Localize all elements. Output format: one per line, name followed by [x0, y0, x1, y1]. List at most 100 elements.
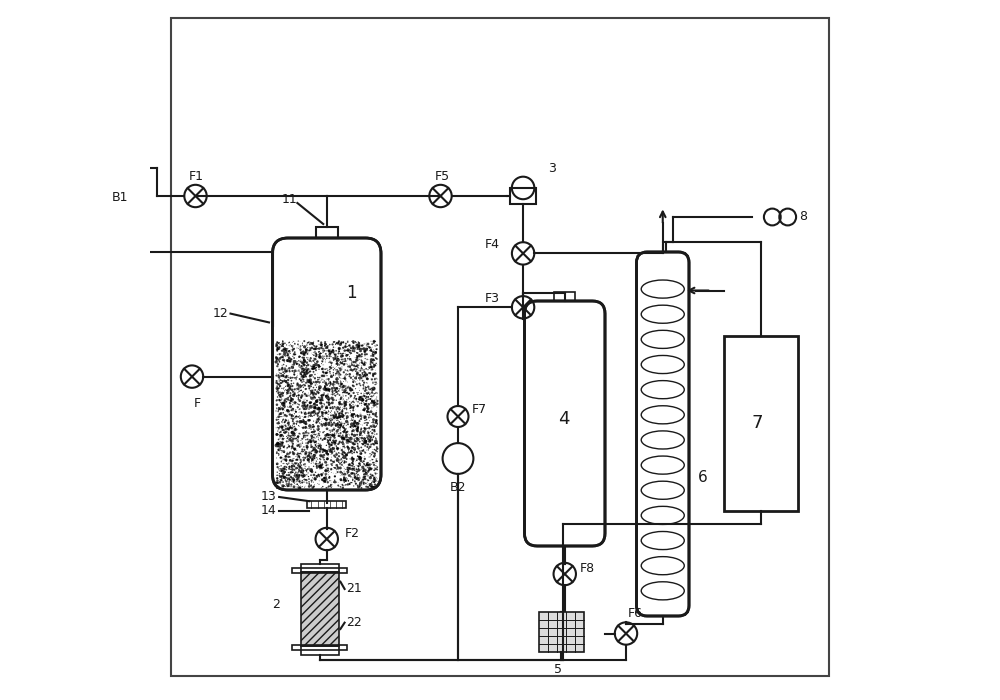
- Bar: [300, 564, 339, 572]
- Point: [311, 433, 327, 444]
- Point: [349, 425, 365, 436]
- Point: [277, 416, 293, 428]
- Point: [347, 381, 363, 392]
- Point: [269, 473, 285, 484]
- Point: [282, 454, 298, 466]
- Point: [314, 421, 330, 432]
- Point: [335, 387, 351, 398]
- Point: [313, 419, 329, 430]
- Point: [278, 375, 294, 386]
- Point: [275, 404, 291, 415]
- Point: [280, 370, 296, 382]
- Point: [305, 430, 321, 442]
- Point: [368, 387, 384, 398]
- Point: [332, 411, 348, 422]
- Point: [277, 420, 293, 431]
- Point: [310, 478, 326, 489]
- Point: [304, 448, 320, 459]
- Point: [338, 479, 354, 490]
- Point: [315, 398, 331, 409]
- Point: [276, 377, 292, 388]
- Point: [340, 447, 356, 458]
- Point: [302, 452, 318, 463]
- Point: [285, 351, 301, 362]
- Point: [334, 384, 350, 395]
- Point: [287, 412, 303, 423]
- Point: [296, 400, 312, 411]
- Point: [278, 451, 294, 462]
- Point: [333, 337, 349, 348]
- Text: 14: 14: [260, 505, 276, 517]
- Point: [297, 482, 313, 493]
- Point: [304, 472, 320, 483]
- Point: [278, 360, 294, 372]
- Point: [290, 468, 306, 480]
- Point: [327, 430, 343, 441]
- Point: [352, 409, 368, 420]
- Point: [362, 475, 378, 486]
- Point: [339, 369, 355, 380]
- Point: [341, 443, 357, 454]
- Point: [309, 462, 325, 473]
- Point: [309, 404, 325, 415]
- Point: [308, 348, 324, 359]
- Point: [355, 357, 371, 368]
- Point: [306, 400, 322, 412]
- Point: [349, 473, 365, 484]
- Point: [339, 442, 355, 454]
- Point: [271, 403, 287, 414]
- Point: [286, 481, 302, 492]
- Point: [327, 390, 343, 401]
- Point: [325, 468, 341, 479]
- Point: [272, 433, 288, 444]
- Point: [318, 473, 334, 484]
- Point: [311, 470, 327, 482]
- Point: [292, 412, 308, 423]
- Point: [288, 406, 304, 417]
- Point: [342, 447, 358, 458]
- Point: [282, 380, 298, 391]
- Point: [364, 463, 380, 474]
- Point: [309, 386, 325, 398]
- Point: [284, 378, 300, 389]
- Point: [268, 370, 284, 382]
- Point: [363, 426, 379, 438]
- Point: [326, 424, 342, 435]
- Point: [356, 433, 372, 444]
- Point: [314, 475, 330, 486]
- Point: [362, 450, 378, 461]
- Point: [317, 342, 333, 354]
- Point: [353, 454, 369, 465]
- Point: [302, 435, 318, 447]
- Point: [347, 416, 363, 428]
- Point: [364, 339, 380, 350]
- Point: [303, 458, 319, 469]
- Point: [319, 473, 335, 484]
- Point: [319, 458, 335, 469]
- Point: [282, 382, 298, 393]
- Point: [272, 444, 288, 456]
- Point: [293, 441, 309, 452]
- Point: [297, 431, 313, 442]
- Point: [291, 394, 307, 405]
- Point: [298, 366, 314, 377]
- Point: [361, 371, 377, 382]
- Point: [323, 358, 339, 370]
- Point: [316, 444, 332, 456]
- Point: [304, 342, 320, 353]
- Point: [283, 412, 299, 423]
- Point: [347, 374, 363, 386]
- Point: [312, 351, 328, 363]
- Point: [317, 337, 333, 348]
- Point: [328, 447, 344, 458]
- Point: [304, 387, 320, 398]
- Point: [307, 402, 323, 413]
- Point: [293, 392, 309, 403]
- Point: [346, 360, 362, 371]
- Point: [339, 413, 355, 424]
- Point: [285, 414, 301, 425]
- Point: [291, 351, 307, 363]
- Point: [289, 382, 305, 393]
- Point: [334, 463, 350, 474]
- Point: [360, 475, 376, 486]
